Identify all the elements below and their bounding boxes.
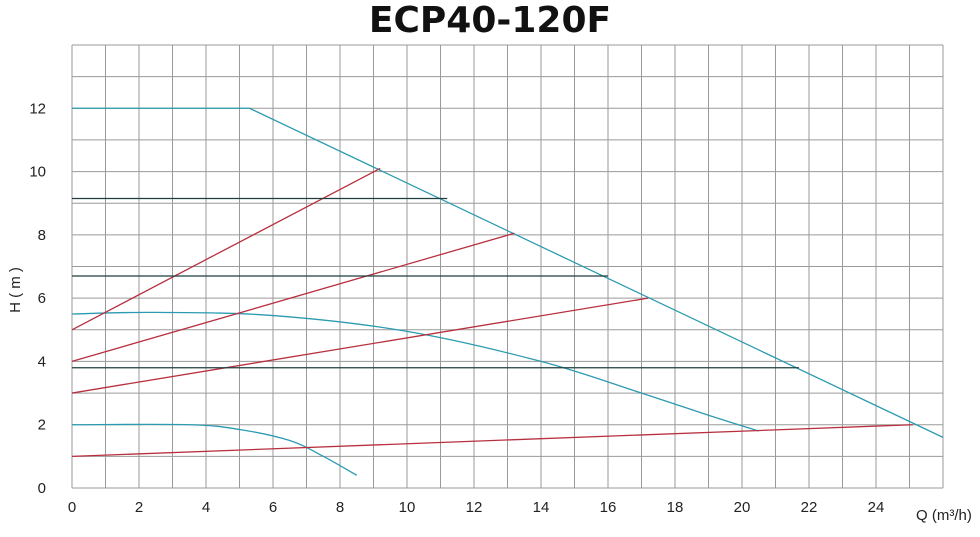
y-axis-label: H ( m ): [7, 267, 24, 313]
low-curve-line: [71, 423, 358, 476]
y-tick-label: 12: [29, 100, 46, 117]
grid: [71, 44, 944, 489]
x-axis-label: Q (m³/h): [916, 507, 972, 524]
x-tick-label: 20: [734, 499, 751, 516]
y-tick-label: 4: [38, 353, 46, 370]
chart-title: ECP40-120F: [368, 0, 612, 41]
y-tick-label: 8: [38, 227, 46, 244]
series-lines: [71, 107, 944, 476]
x-tick-label: 22: [801, 499, 818, 516]
y-tick-label: 0: [38, 480, 46, 497]
x-tick-label: 14: [533, 499, 550, 516]
system-4-line: [71, 424, 913, 458]
y-tick-label: 10: [29, 164, 46, 181]
x-tick-label: 2: [135, 499, 143, 516]
mid-curve-line: [71, 311, 759, 432]
x-tick-label: 16: [600, 499, 617, 516]
y-tick-label: 2: [38, 417, 46, 434]
system-3-line: [71, 297, 649, 394]
system-2-line: [71, 232, 515, 363]
max-curve-line: [72, 107, 944, 438]
x-tick-label: 10: [399, 499, 416, 516]
x-tick-label: 18: [667, 499, 684, 516]
x-tick-label: 0: [68, 499, 76, 516]
system-1-line: [71, 167, 381, 331]
y-tick-label: 6: [38, 290, 46, 307]
x-tick-label: 24: [868, 499, 885, 516]
x-tick-label: 6: [269, 499, 277, 516]
x-tick-label: 4: [202, 499, 210, 516]
x-tick-label: 12: [466, 499, 483, 516]
x-tick-label: 8: [336, 499, 344, 516]
